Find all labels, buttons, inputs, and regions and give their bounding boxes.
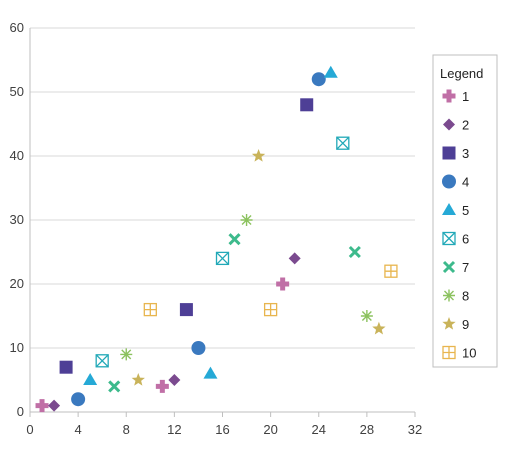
x-tick-label: 32 — [408, 422, 422, 437]
data-point-series-4 — [311, 72, 326, 87]
legend-marker-series-9 — [442, 317, 456, 330]
legend-label-series-9: 9 — [462, 317, 469, 332]
data-point-series-1 — [276, 277, 290, 291]
data-point-series-3 — [179, 303, 193, 317]
legend-marker-series-8 — [443, 289, 455, 302]
legend-marker-series-1 — [442, 89, 456, 103]
data-point-series-7 — [228, 233, 241, 246]
data-point-series-5 — [83, 373, 98, 385]
data-point-series-9 — [131, 373, 145, 386]
x-tick-label: 24 — [312, 422, 326, 437]
data-point-series-5 — [323, 65, 338, 78]
x-tick-label: 12 — [167, 422, 181, 437]
legend-label-series-7: 7 — [462, 260, 469, 275]
data-point-series-8 — [240, 214, 253, 226]
legend-label-series-2: 2 — [462, 118, 469, 133]
legend-marker-series-5 — [442, 203, 456, 215]
legend-label-series-10: 10 — [462, 346, 476, 361]
data-point-series-9 — [372, 321, 386, 335]
legend-marker-series-7 — [442, 260, 456, 274]
data-point-series-4 — [191, 341, 206, 355]
legend-marker-series-6 — [442, 231, 456, 246]
data-point-series-9 — [251, 149, 266, 162]
data-point-series-2 — [288, 252, 301, 265]
legend-marker-series-2 — [443, 118, 455, 131]
legend-label-series-6: 6 — [462, 232, 469, 247]
legend-label-series-5: 5 — [462, 203, 469, 218]
data-point-series-1 — [35, 399, 49, 413]
legend-marker-series-4 — [442, 174, 456, 189]
y-tick-label: 10 — [10, 340, 24, 355]
data-point-series-2 — [168, 374, 181, 386]
data-point-series-1 — [155, 379, 169, 393]
x-tick-label: 20 — [263, 422, 277, 437]
data-point-series-6 — [95, 354, 109, 368]
y-tick-label: 50 — [10, 84, 24, 99]
legend: Legend 1 2 3 4 5 6 7 8 9 10 — [432, 54, 498, 368]
data-point-series-6 — [215, 251, 230, 266]
legend-label-series-8: 8 — [462, 289, 469, 304]
data-points — [35, 65, 398, 413]
legend-label-series-3: 3 — [462, 146, 469, 161]
data-point-series-10 — [384, 264, 398, 278]
x-tick-label: 28 — [360, 422, 374, 437]
y-tick-label: 40 — [10, 148, 24, 163]
y-tick-label: 30 — [10, 212, 24, 227]
y-tick-label: 20 — [10, 276, 24, 291]
legend-title: Legend — [440, 66, 483, 81]
data-point-series-10 — [263, 302, 278, 317]
x-tick-label: 16 — [215, 422, 229, 437]
x-tick-label: 0 — [26, 422, 33, 437]
gridlines — [30, 27, 415, 349]
data-point-series-3 — [59, 360, 73, 374]
data-point-series-2 — [48, 399, 61, 412]
x-tick-label: 8 — [123, 422, 130, 437]
legend-marker-series-10 — [442, 345, 456, 360]
legend-label-series-1: 1 — [462, 89, 469, 104]
data-point-series-5 — [203, 366, 218, 379]
data-point-series-10 — [143, 302, 157, 317]
data-point-series-7 — [348, 245, 361, 259]
data-point-series-8 — [120, 348, 133, 361]
x-tick-label: 4 — [75, 422, 82, 437]
data-point-series-6 — [336, 136, 350, 150]
y-tick-label: 60 — [10, 20, 24, 35]
data-point-series-8 — [360, 310, 373, 322]
legend-marker-series-3 — [442, 146, 456, 160]
axes: 0 10 20 30 40 50 60 0 4 8 12 16 20 24 28 32 — [10, 20, 423, 437]
legend-label-series-4: 4 — [462, 175, 469, 190]
legend-box — [432, 54, 498, 368]
data-point-series-4 — [71, 392, 86, 407]
y-tick-label: 0 — [17, 404, 24, 419]
data-point-series-3 — [300, 98, 314, 112]
data-point-series-7 — [108, 380, 121, 393]
